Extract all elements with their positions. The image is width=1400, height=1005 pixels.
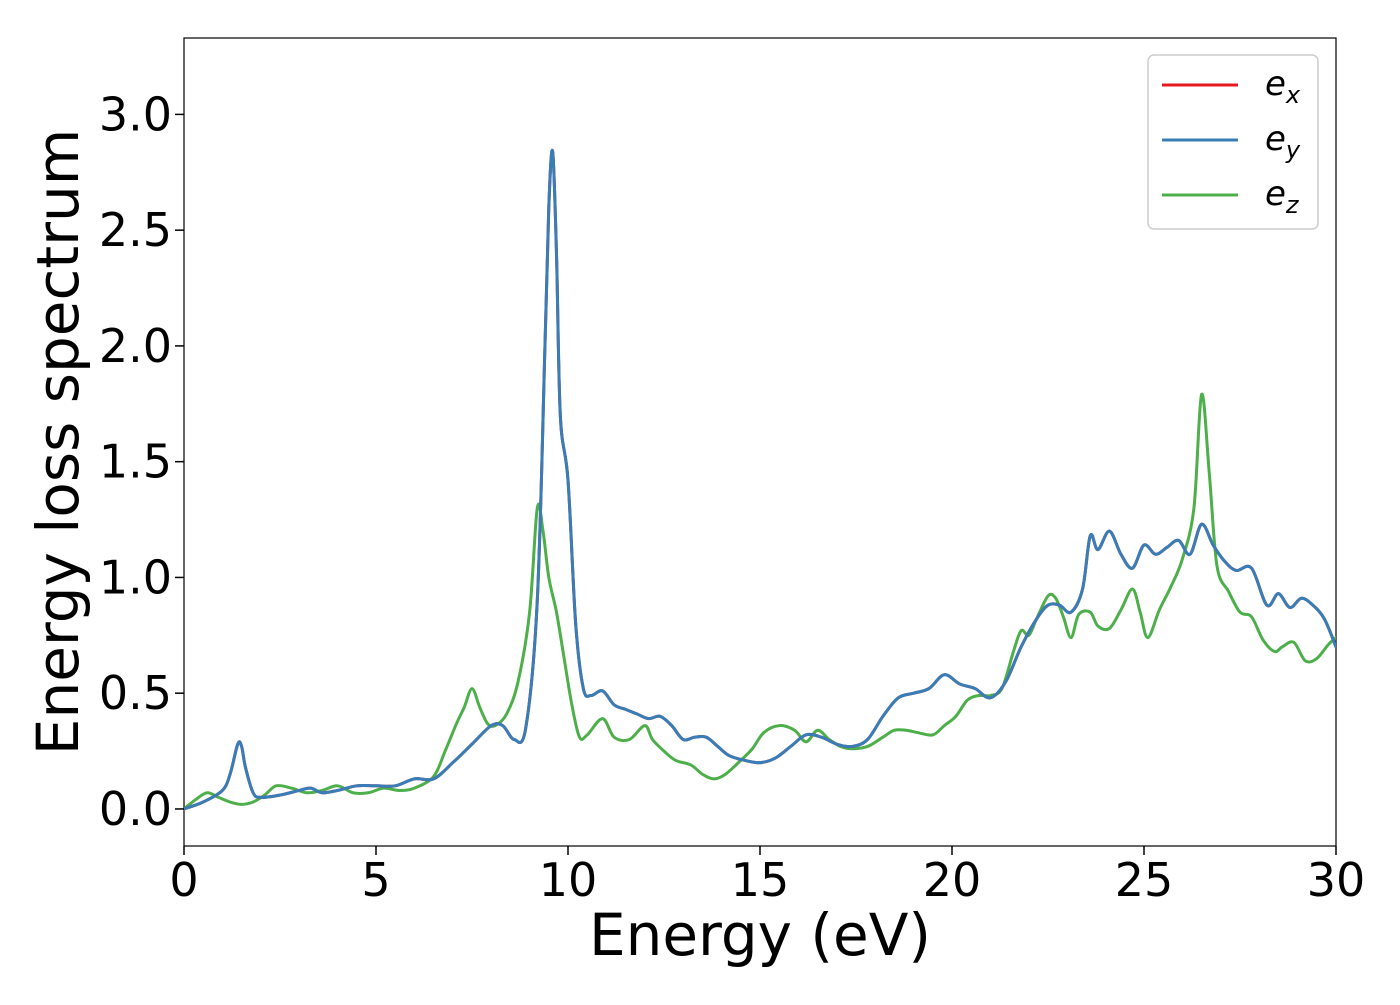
x-tick-label: 0 [169, 853, 198, 907]
legend-item-e-y: ey [1162, 119, 1301, 164]
x-tick-label: 20 [923, 853, 982, 907]
y-tick-label: 1.5 [99, 435, 172, 489]
x-axis: 0 5 10 15 20 25 30 [169, 846, 1365, 907]
plot-area [183, 37, 1337, 847]
y-tick-label: 3.0 [99, 87, 172, 141]
x-tick-label: 5 [361, 853, 390, 907]
y-axis: 0.0 0.5 1.0 1.5 2.0 2.5 3.0 [99, 87, 184, 836]
series-line-e-y [184, 148, 1336, 811]
legend-label: ey [1265, 119, 1301, 164]
series-layer [184, 148, 1336, 811]
x-tick-label: 10 [539, 853, 598, 907]
y-tick-label: 2.5 [99, 203, 172, 257]
legend-item-e-x: ex [1162, 64, 1301, 109]
y-tick-label: 0.5 [99, 666, 172, 720]
x-tick-label: 25 [1115, 853, 1174, 907]
plot-frame [183, 37, 1337, 847]
legend-label: ez [1265, 174, 1300, 219]
legend-box [1147, 54, 1319, 230]
y-axis-label: Energy loss spectrum [24, 129, 92, 755]
y-tick-label: 1.0 [99, 550, 172, 604]
x-tick-label: 30 [1307, 853, 1366, 907]
legend-item-e-z: ez [1162, 174, 1300, 219]
x-tick-label: 15 [731, 853, 790, 907]
legend: ex ey ez [1147, 54, 1319, 230]
y-tick-label: 2.0 [99, 319, 172, 373]
series-line-e-z [184, 393, 1336, 811]
legend-label: ex [1265, 64, 1301, 109]
x-axis-label: Energy (eV) [589, 901, 931, 969]
y-tick-label: 0.0 [99, 782, 172, 836]
